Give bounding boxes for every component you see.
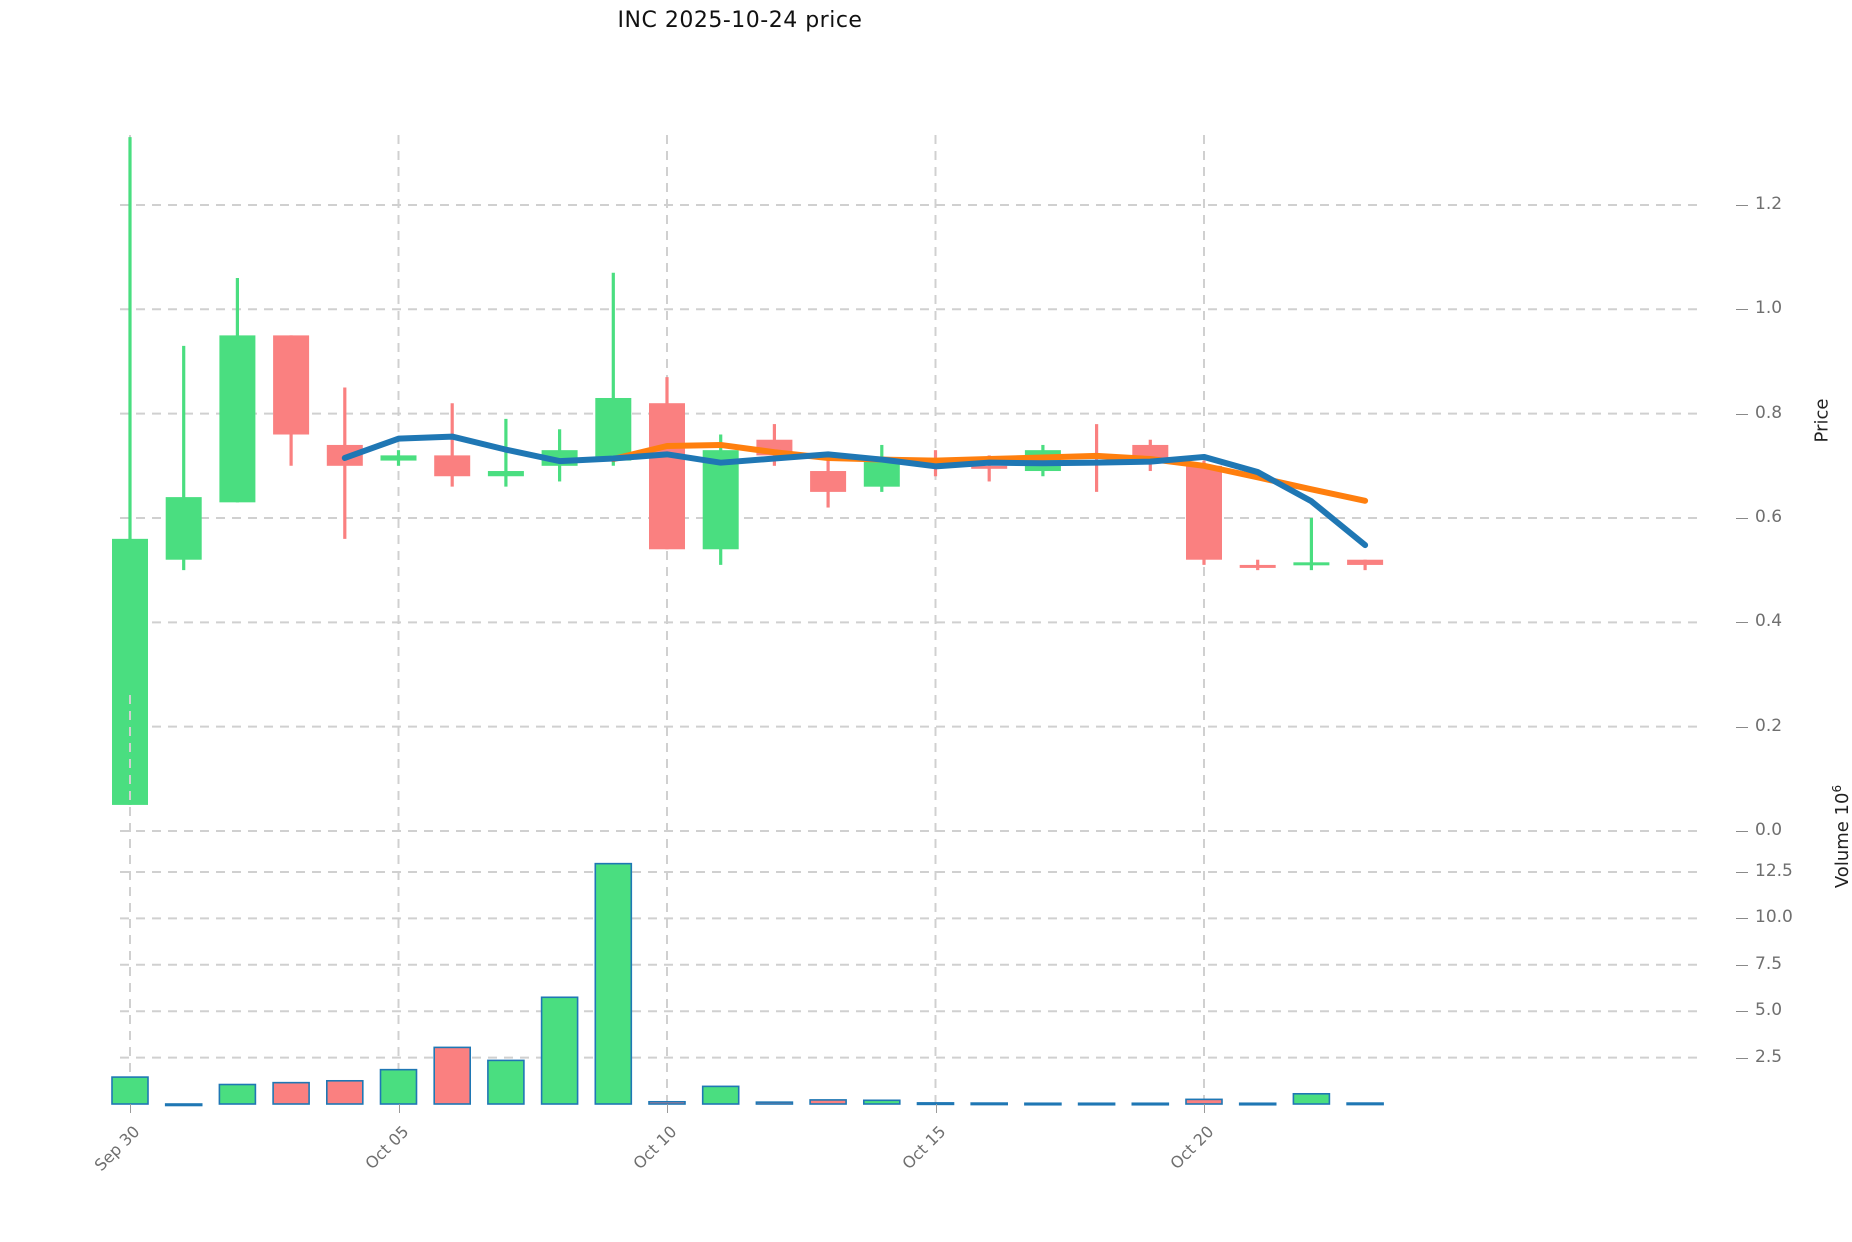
- x-tick-mark: [1204, 1104, 1205, 1113]
- price-plot: [112, 135, 1700, 833]
- price-tick-label: 0.2: [1755, 715, 1783, 736]
- candle-body: [1239, 564, 1276, 568]
- volume-bar: [862, 1099, 901, 1105]
- volume-bar: [487, 1059, 525, 1105]
- volume-tick-label: 10.0: [1755, 907, 1793, 928]
- volume-bar: [1185, 1098, 1223, 1105]
- volume-bar: [1292, 1092, 1331, 1105]
- volume-bar: [164, 1103, 203, 1107]
- volume-bar: [594, 862, 633, 1105]
- chart-title: INC 2025-10-24 price: [617, 8, 863, 33]
- volume-bar: [326, 1079, 364, 1105]
- y-tick-mark: [1736, 726, 1748, 728]
- candle-body: [380, 455, 417, 461]
- chart-page: INC 2025-10-24 price 1.2 1.0 0.8 0.6 0.4 0.2 0…: [90, 8, 1852, 1175]
- price-tick-label: 1.2: [1755, 193, 1783, 214]
- y-tick-mark: [1736, 964, 1748, 966]
- candle-body: [702, 450, 739, 550]
- price-tick-label: 0.4: [1755, 611, 1783, 632]
- volume-bar: [1077, 1102, 1116, 1106]
- volume-bar: [970, 1102, 1009, 1106]
- volume-bar: [1131, 1102, 1170, 1106]
- volume-bar: [809, 1099, 847, 1105]
- y-tick-mark: [1736, 872, 1748, 873]
- y-tick-mark: [1736, 1057, 1748, 1059]
- x-tick-label: Oct 20: [1166, 1122, 1218, 1173]
- x-tick-mark: [398, 1104, 400, 1113]
- volume-plot: [111, 695, 1700, 1107]
- volume-bar: [272, 1081, 310, 1105]
- volume-tick-label: 7.5: [1755, 953, 1783, 974]
- volume-tick-label: 12.5: [1755, 861, 1793, 881]
- volume-bar: [1238, 1102, 1277, 1106]
- volume-axis-exponent: 6: [1830, 784, 1845, 793]
- volume-bar: [433, 1046, 472, 1105]
- volume-bar: [540, 996, 579, 1105]
- volume-panel: [111, 695, 1700, 1107]
- volume-bar: [701, 1085, 740, 1105]
- price-tick-label: 1.0: [1755, 298, 1783, 319]
- candle-body: [971, 465, 1008, 469]
- y-tick-mark: [1736, 413, 1748, 415]
- price-axis-label: Price: [1811, 398, 1833, 443]
- y-tick-mark: [1736, 918, 1748, 920]
- volume-axis-text: Volume 10: [1832, 792, 1852, 889]
- candle-body: [273, 335, 310, 435]
- candle-body: [1186, 465, 1222, 560]
- y-tick-mark: [1736, 517, 1748, 519]
- candle-body: [219, 335, 256, 503]
- x-tick-mark: [667, 1104, 668, 1113]
- price-tick-label: 0.0: [1755, 820, 1783, 840]
- volume-bar: [648, 1100, 686, 1105]
- x-tick-mark: [130, 1104, 131, 1113]
- x-tick-mark: [935, 1104, 937, 1113]
- ma-short-line: [341, 433, 1369, 549]
- x-tick-label: Oct 15: [897, 1122, 949, 1173]
- y-tick-mark: [1736, 309, 1748, 311]
- price-tick-label: 0.6: [1755, 506, 1783, 527]
- candle-body: [810, 471, 847, 492]
- ma-long-line: [610, 441, 1369, 504]
- price-panel: [112, 135, 1700, 833]
- y-tick-mark: [1736, 1011, 1748, 1013]
- candle-body: [1347, 559, 1384, 565]
- volume-bar: [1346, 1102, 1384, 1106]
- candle-body: [595, 397, 632, 461]
- volume-bar: [111, 1076, 149, 1105]
- y-tick-mark: [1736, 204, 1748, 206]
- candle-body: [487, 471, 524, 477]
- price-tick-label: 0.8: [1755, 402, 1783, 423]
- candle-body: [165, 497, 202, 560]
- y-tick-mark: [1736, 622, 1748, 624]
- volume-tick-label: 2.5: [1755, 1046, 1783, 1067]
- volume-bar: [755, 1101, 794, 1105]
- x-tick-label: Oct 10: [629, 1122, 681, 1173]
- volume-axis-label: Volume 106: [1830, 785, 1852, 888]
- volume-bar: [218, 1083, 257, 1105]
- x-tick-label: Sep 30: [90, 1122, 144, 1175]
- volume-bar: [1024, 1102, 1062, 1106]
- candle-body: [863, 460, 900, 487]
- y-tick-mark: [1736, 831, 1748, 832]
- volume-tick-label: 5.0: [1755, 1000, 1783, 1021]
- candle-body: [1293, 562, 1330, 566]
- candle-body: [434, 455, 471, 477]
- x-tick-label: Oct 05: [360, 1122, 412, 1173]
- volume-bar: [379, 1068, 418, 1105]
- candle-body: [649, 403, 685, 550]
